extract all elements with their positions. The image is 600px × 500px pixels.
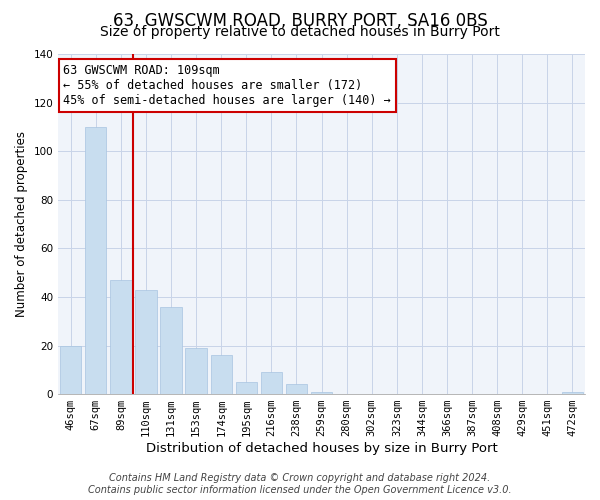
Bar xyxy=(60,346,82,394)
Text: 63 GWSCWM ROAD: 109sqm
← 55% of detached houses are smaller (172)
45% of semi-de: 63 GWSCWM ROAD: 109sqm ← 55% of detached… xyxy=(64,64,391,107)
Bar xyxy=(185,348,207,394)
Text: Size of property relative to detached houses in Burry Port: Size of property relative to detached ho… xyxy=(100,25,500,39)
Bar xyxy=(211,355,232,394)
Bar xyxy=(311,392,332,394)
Bar xyxy=(261,372,282,394)
Bar xyxy=(286,384,307,394)
X-axis label: Distribution of detached houses by size in Burry Port: Distribution of detached houses by size … xyxy=(146,442,497,455)
Bar xyxy=(110,280,131,394)
Bar xyxy=(562,392,583,394)
Text: Contains HM Land Registry data © Crown copyright and database right 2024.
Contai: Contains HM Land Registry data © Crown c… xyxy=(88,474,512,495)
Bar xyxy=(136,290,157,394)
Bar xyxy=(85,127,106,394)
Bar xyxy=(236,382,257,394)
Bar xyxy=(160,306,182,394)
Text: 63, GWSCWM ROAD, BURRY PORT, SA16 0BS: 63, GWSCWM ROAD, BURRY PORT, SA16 0BS xyxy=(113,12,487,30)
Y-axis label: Number of detached properties: Number of detached properties xyxy=(15,131,28,317)
